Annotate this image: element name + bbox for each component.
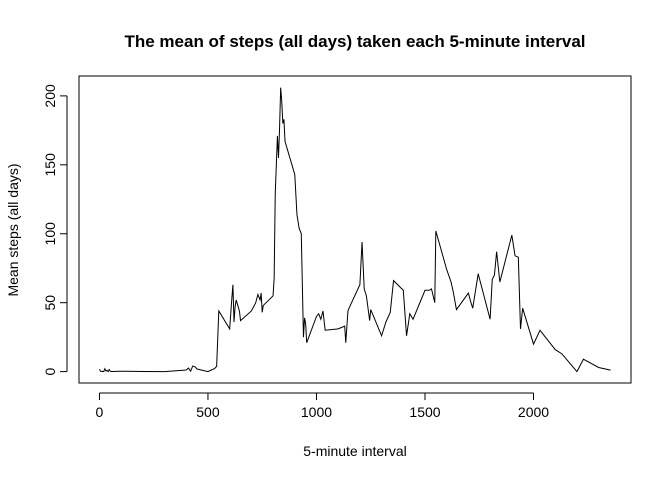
y-tick-label: 100 [42, 222, 58, 246]
x-tick-label: 1500 [409, 404, 440, 420]
data-line [99, 87, 611, 373]
y-tick-label: 0 [42, 368, 58, 376]
x-axis-label: 5-minute interval [303, 443, 407, 459]
y-axis-label: Mean steps (all days) [5, 163, 21, 296]
y-tick-label: 50 [42, 295, 58, 311]
chart-title: The mean of steps (all days) taken each … [124, 32, 585, 51]
x-tick-label: 2000 [518, 404, 549, 420]
plot-box [78, 75, 632, 384]
y-tick-label: 150 [42, 153, 58, 177]
x-tick-label: 0 [96, 404, 104, 420]
y-tick-label: 200 [42, 84, 58, 108]
x-tick-label: 1000 [301, 404, 332, 420]
x-tick-label: 500 [196, 404, 220, 420]
